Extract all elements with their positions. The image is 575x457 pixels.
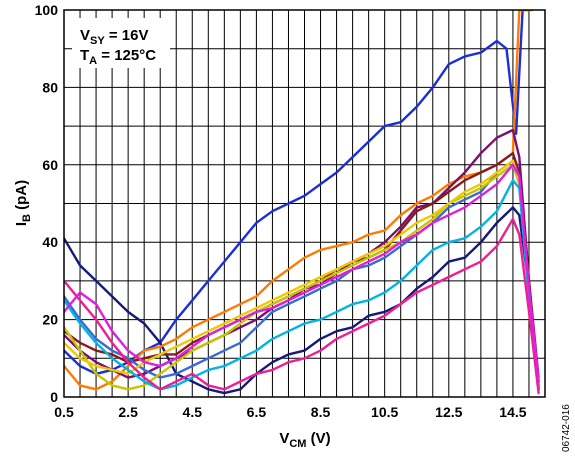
y-tick-labels: 0 20 40 60 80 100 [35,2,59,405]
x-tick-label: 8.5 [311,404,331,420]
x-tick-label: 0.5 [54,404,74,420]
x-axis-label: VCM (V) [279,430,330,450]
plot-frame [63,9,546,398]
y-tick-label: 20 [42,312,58,328]
y-tick-label: 0 [50,389,58,405]
x-tick-labels: 0.5 2.5 4.5 6.5 8.5 10.5 12.5 14.5 [54,404,527,420]
series-line-9 [64,179,540,391]
y-tick-label: 80 [42,79,58,95]
annotation-box [72,18,170,68]
x-tick-label: 14.5 [499,404,526,420]
annotation-vsy: VSY = 16V [80,27,149,47]
figure-id: 06742-016 [561,404,572,452]
x-tick-label: 4.5 [183,404,203,420]
series-line-10 [64,217,540,395]
series-line-8 [64,159,540,383]
annotation-ta: TA = 125°C [80,47,156,67]
y-tick-label: 60 [42,157,58,173]
x-tick-label: 6.5 [247,404,267,420]
x-tick-label: 12.5 [435,404,462,420]
y-tick-label: 100 [35,2,59,18]
series-line-6 [64,159,540,383]
series-line-11 [64,163,540,383]
x-tick-label: 2.5 [118,404,138,420]
y-tick-label: 40 [42,234,58,250]
y-axis-label: IB (pA) [13,180,33,226]
series-line-2 [64,206,540,395]
data-series [64,10,540,395]
x-tick-label: 10.5 [371,404,398,420]
